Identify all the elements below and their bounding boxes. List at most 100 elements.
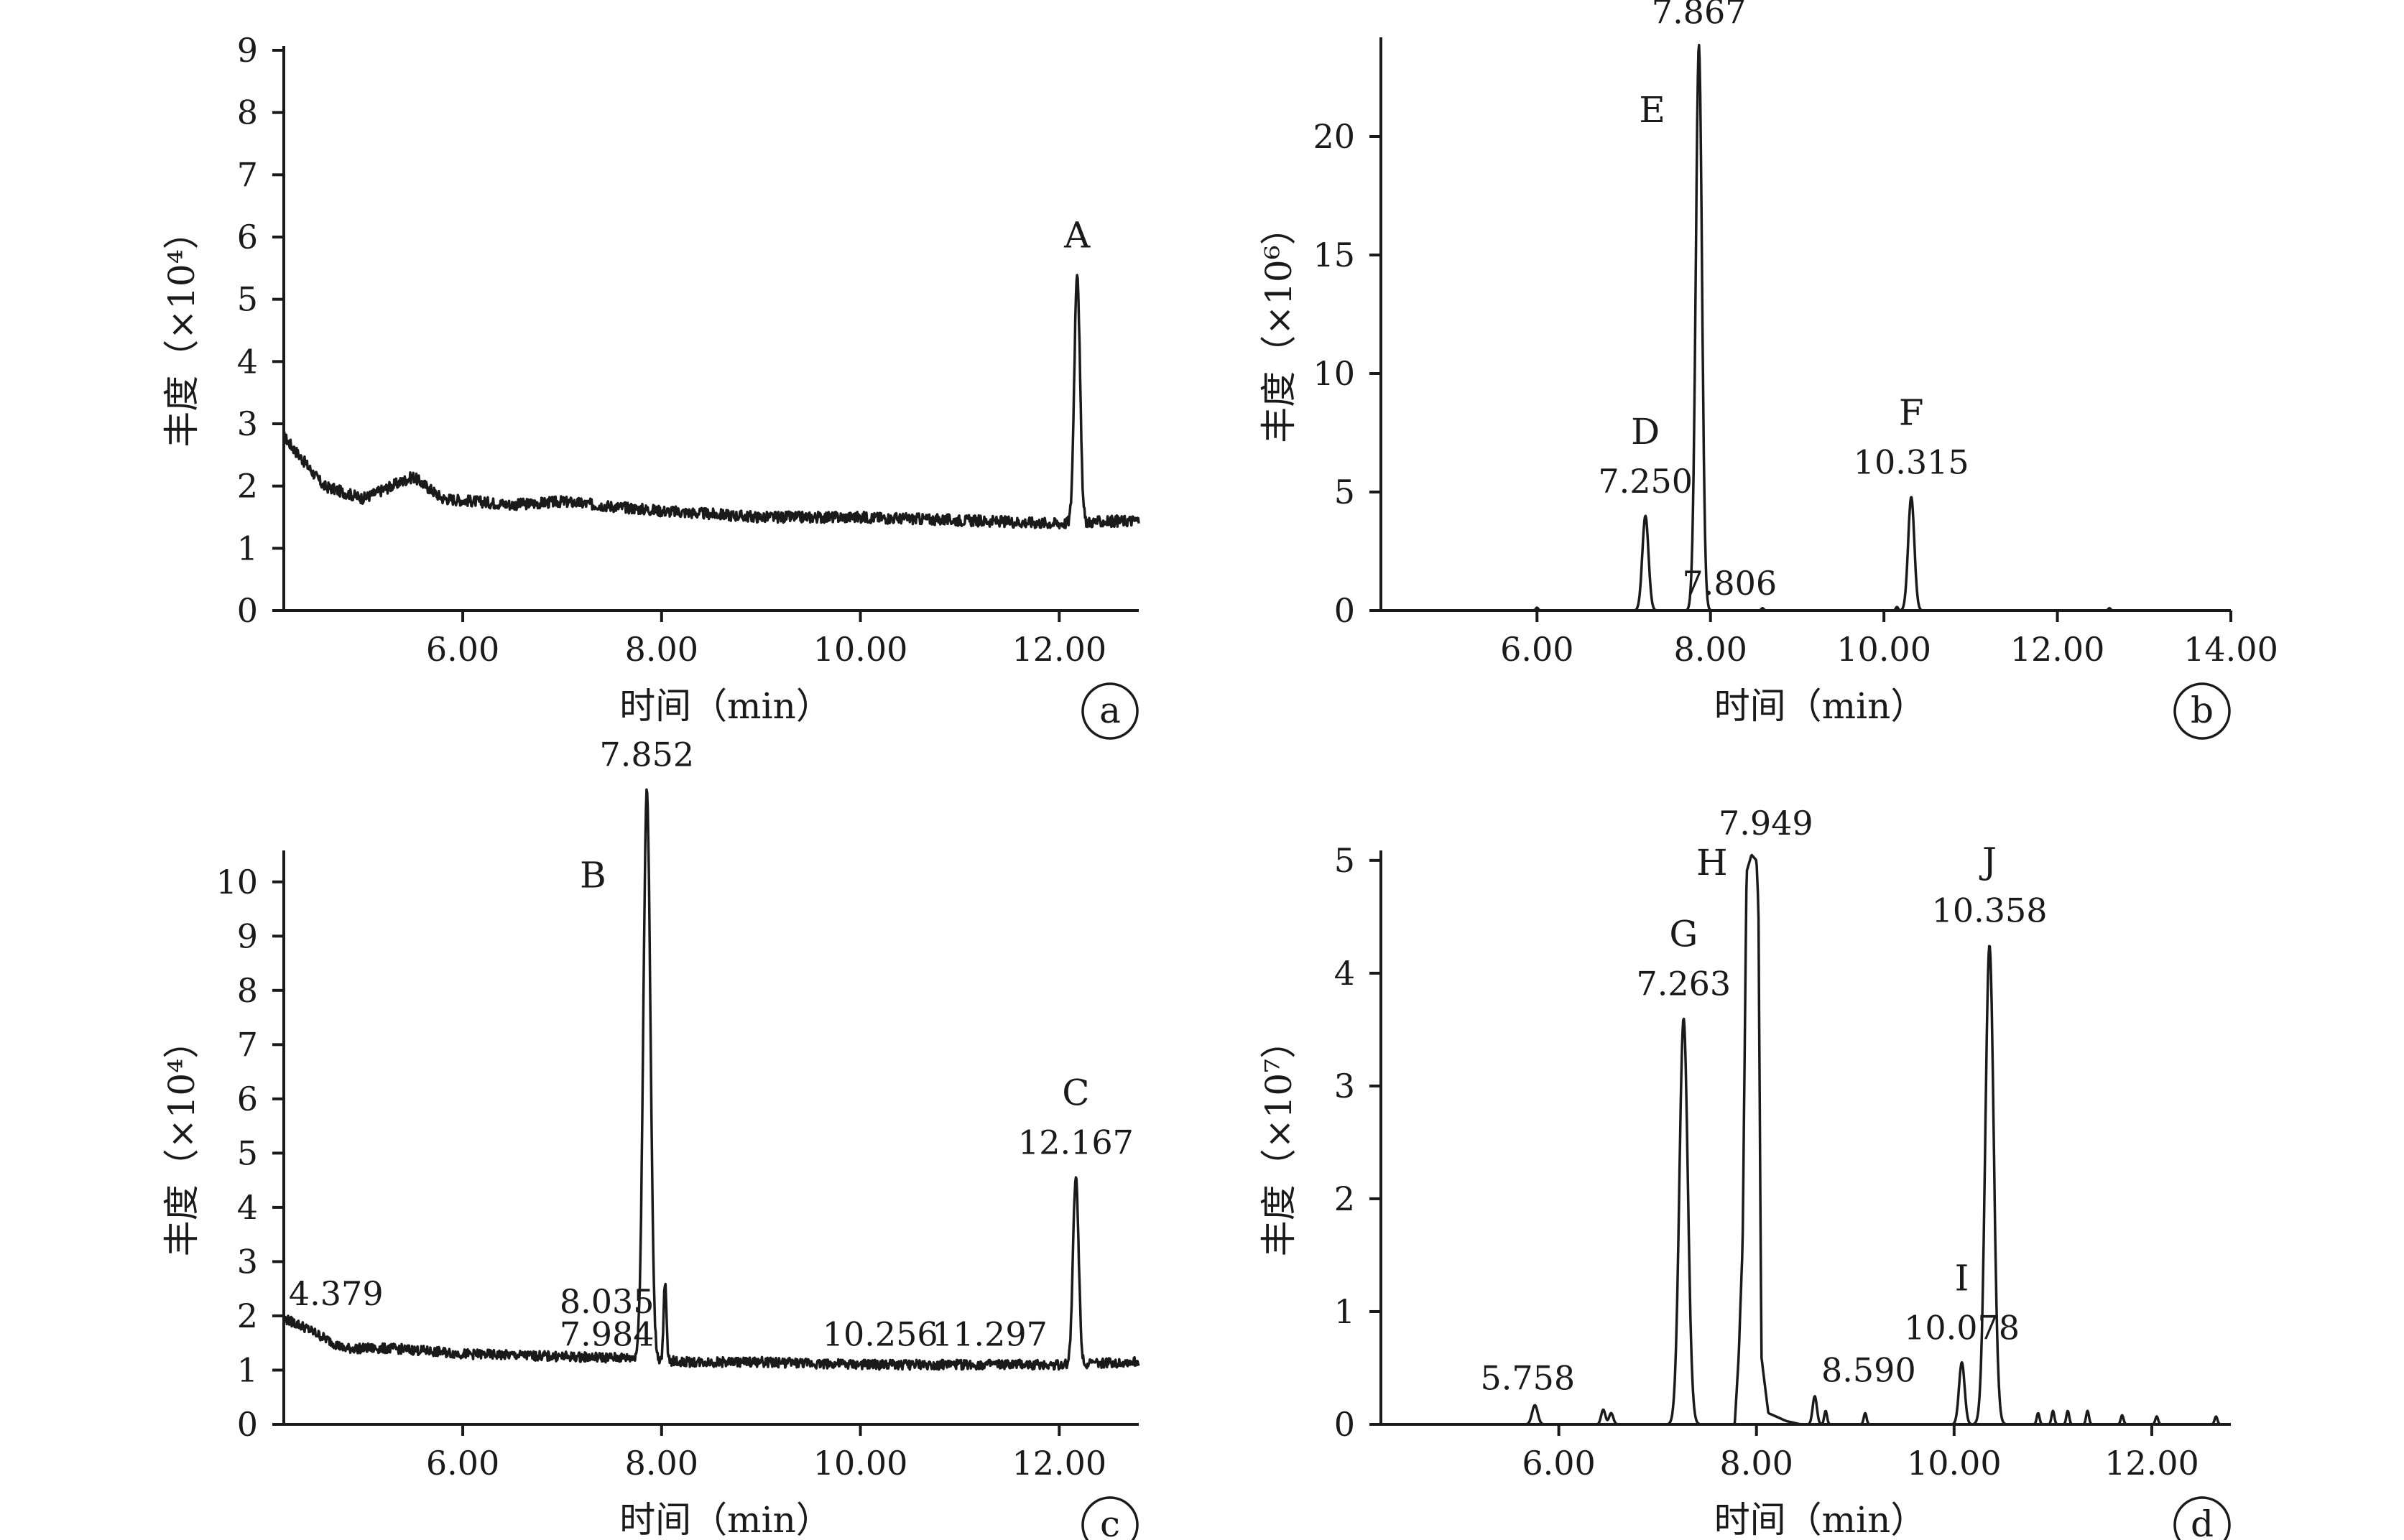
chromatogram-trace xyxy=(283,274,1140,530)
peak-rt-label: 5.758 xyxy=(1480,1358,1575,1397)
y-tick-label: 1 xyxy=(1334,1292,1355,1331)
x-tick-label: 10.00 xyxy=(1907,1444,2002,1483)
peak-letter-label: C xyxy=(1062,1072,1089,1114)
y-tick-label: 1 xyxy=(237,1350,258,1389)
x-tick-label: 8.00 xyxy=(1720,1444,1793,1483)
y-tick-label: 9 xyxy=(237,31,258,70)
y-tick-label: 7 xyxy=(237,155,258,194)
y-tick-label: 0 xyxy=(1334,591,1355,630)
panel-d: 0 1 2 3 4 5 6.00 8.00 10.00 12.00 时间（min） 丰度（×10⁷） d… xyxy=(1258,804,2232,1540)
peak-rt-label: 10.315 xyxy=(1854,443,1969,482)
retention-time-annotation: 10.256 xyxy=(823,1314,938,1353)
chromatogram-trace xyxy=(1380,44,2232,612)
y-tick-label: 8 xyxy=(237,971,258,1010)
panel-badge-circle xyxy=(1081,682,1139,740)
peak-rt-label: 7.263 xyxy=(1636,965,1731,1003)
peak-rt-label: 7.250 xyxy=(1598,462,1693,501)
y-tick-label: 1 xyxy=(237,529,258,567)
peak-point xyxy=(1076,269,1078,272)
y-tick-label: 4 xyxy=(237,1188,258,1227)
y-tick-label: 3 xyxy=(1334,1067,1355,1105)
x-tick-label: 14.00 xyxy=(2183,630,2278,669)
x-tick-label: 10.00 xyxy=(813,1444,908,1483)
x-tick-label: 6.00 xyxy=(1500,630,1573,669)
peak-rt-label: 10.078 xyxy=(1904,1309,2020,1348)
x-tick-label: 12.00 xyxy=(1012,630,1106,669)
y-tick-label: 4 xyxy=(1334,954,1355,993)
panel-b: 0 5 10 15 20 6.00 8.00 10.00 12.00 14.00 时间（min） 丰度… xyxy=(1258,0,2278,740)
x-tick-label: 12.00 xyxy=(2104,1444,2199,1483)
peak-letter-label: A xyxy=(1063,215,1091,256)
y-tick-label: 10 xyxy=(216,863,258,901)
y-tick-label: 4 xyxy=(237,342,258,381)
peak-rt-label: 7.806 xyxy=(1682,564,1777,603)
x-tick-label: 12.00 xyxy=(1012,1444,1106,1483)
x-tick-label: 6.00 xyxy=(1522,1444,1595,1483)
x-tick-label: 8.00 xyxy=(625,630,698,669)
x-tick-label: 10.00 xyxy=(1836,630,1931,669)
y-tick-label: 8 xyxy=(237,93,258,132)
x-tick-label: 6.00 xyxy=(426,1444,499,1483)
peak-rt-label: 7.867 xyxy=(1652,0,1747,32)
x-axis-label: 时间（min） xyxy=(1714,1499,1927,1540)
y-tick-label: 9 xyxy=(237,917,258,955)
panel-badge-circle xyxy=(2173,682,2231,740)
x-tick-label: 8.00 xyxy=(1674,630,1747,669)
x-tick-label: 10.00 xyxy=(813,630,908,669)
peak-rt-label: 7.852 xyxy=(599,736,694,774)
peak-letter-label: E xyxy=(1639,89,1665,131)
y-tick-label: 5 xyxy=(1334,841,1355,880)
panel-badge: d xyxy=(2191,1503,2214,1540)
peak-letter-label: G xyxy=(1669,914,1698,955)
y-axis-label: 丰度（×10⁷） xyxy=(1258,1023,1300,1257)
y-tick-label: 6 xyxy=(237,1080,258,1118)
peak-letter-label: B xyxy=(580,854,606,896)
y-tick-label: 5 xyxy=(237,280,258,319)
panel-badge: c xyxy=(1100,1503,1120,1540)
y-tick-label: 5 xyxy=(237,1133,258,1172)
x-tick-label: 6.00 xyxy=(426,630,499,669)
retention-time-annotation: 7.984 xyxy=(560,1314,655,1353)
peak-rt-label: 12.167 xyxy=(1018,1123,1134,1162)
panel-badge: b xyxy=(2191,690,2214,731)
y-axis-label: 丰度（×10⁴） xyxy=(161,1023,203,1257)
y-axis-label: 丰度（×10⁴） xyxy=(161,213,203,447)
peak-letter-label: J xyxy=(1979,840,1997,882)
x-tick-label: 12.00 xyxy=(2010,630,2105,669)
x-axis-label: 时间（min） xyxy=(1714,685,1927,727)
y-tick-label: 10 xyxy=(1313,354,1355,393)
peak-rt-label: 10.358 xyxy=(1932,891,2048,930)
y-tick-label: 15 xyxy=(1313,236,1355,274)
retention-time-annotation: 11.297 xyxy=(932,1314,1048,1353)
peak-rt-label: 7.949 xyxy=(1719,804,1813,843)
y-tick-label: 2 xyxy=(237,1297,258,1335)
y-tick-label: 0 xyxy=(237,1405,258,1444)
x-tick-label: 8.00 xyxy=(625,1444,698,1483)
y-tick-label: 0 xyxy=(237,591,258,630)
y-tick-label: 7 xyxy=(237,1025,258,1064)
y-tick-label: 3 xyxy=(237,1242,258,1281)
panel-badge: a xyxy=(1099,690,1121,731)
y-tick-label: 2 xyxy=(1334,1179,1355,1218)
peak-rt-label: 8.590 xyxy=(1821,1351,1916,1390)
y-tick-label: 3 xyxy=(237,404,258,443)
y-tick-label: 20 xyxy=(1313,117,1355,156)
peak-letter-label: F xyxy=(1899,392,1924,434)
y-tick-label: 6 xyxy=(237,218,258,256)
peak-letter-label: H xyxy=(1696,842,1728,883)
y-tick-label: 2 xyxy=(237,467,258,506)
peak-letter-label: D xyxy=(1631,411,1660,453)
y-tick-label: 0 xyxy=(1334,1405,1355,1444)
panel-c: 0 1 2 3 4 5 6 7 8 9 10 6.00 8.00 10.00 12.00 时间（min） 丰度（… xyxy=(161,736,1140,1540)
y-axis-label: 丰度（×10⁶） xyxy=(1258,209,1300,443)
retention-time-annotation: 8.035 xyxy=(560,1282,655,1321)
retention-time-annotation: 4.379 xyxy=(289,1274,384,1313)
x-axis-label: 时间（min） xyxy=(619,685,832,727)
chromatogram-trace xyxy=(1380,853,2232,1426)
panel-a: 0 1 2 3 4 5 6 7 8 9 6.00 8.00 10.00 12.00 时间（min） 丰度（×1… xyxy=(161,31,1140,740)
panel-badge-circle xyxy=(1081,1496,1139,1540)
panel-badge-circle xyxy=(2173,1496,2231,1540)
chromatogram-trace xyxy=(282,788,1140,1371)
peak-letter-label: I xyxy=(1955,1258,1969,1299)
